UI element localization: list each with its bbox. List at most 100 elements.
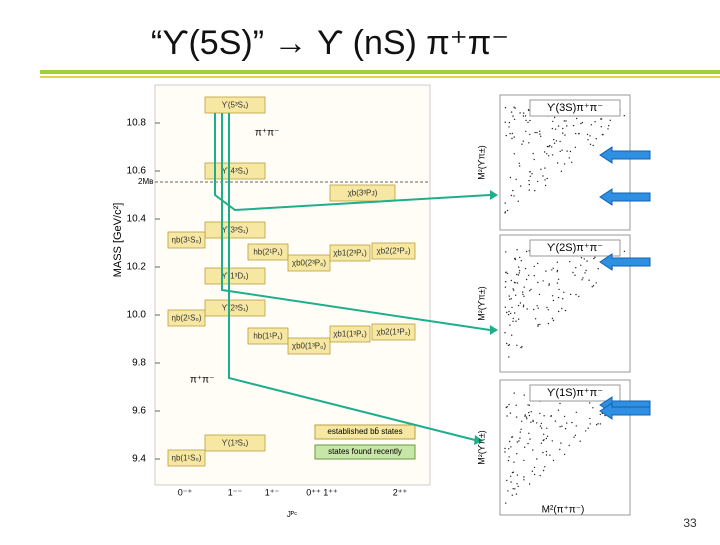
scatter-dot	[507, 459, 510, 462]
scatter-dot	[589, 423, 591, 425]
scatter-dot	[529, 290, 531, 292]
scatter-dot	[539, 130, 541, 132]
scatter-dot	[548, 284, 550, 286]
scatter-dot	[551, 269, 553, 271]
scatter-dot	[559, 426, 561, 428]
scatter-dot	[574, 146, 577, 148]
scatter-dot	[557, 125, 560, 127]
scatter-dot	[533, 308, 535, 311]
scatter-dot	[531, 173, 533, 175]
scatter-dot	[559, 150, 561, 153]
scatter-dot	[585, 269, 587, 272]
legend-text: established bb̄ states	[327, 427, 402, 436]
scatter-dot	[582, 277, 584, 279]
scatter-dot	[529, 438, 531, 440]
scatter-dot	[594, 256, 596, 258]
scatter-dot	[556, 282, 559, 284]
scatter-dot	[509, 440, 511, 443]
scatter-dot	[515, 294, 517, 296]
scatter-dot	[534, 131, 536, 134]
panel-label-box	[529, 99, 621, 117]
scatter-dot	[546, 177, 548, 180]
scatter-dot	[518, 162, 520, 164]
scatter-dot	[516, 344, 518, 346]
scatter-dot	[513, 195, 515, 197]
scatter-dot	[584, 272, 586, 274]
scatter-dot	[578, 132, 580, 135]
scatter-dot	[504, 107, 507, 109]
plot-frame	[499, 379, 631, 516]
scatter-dot	[589, 135, 591, 137]
scatter-dot	[516, 441, 518, 443]
scatter-dot	[558, 310, 560, 313]
scatter-dot	[539, 474, 541, 477]
scatter-dot	[522, 293, 524, 296]
x-tick-label: 2⁺⁺	[393, 487, 408, 497]
panel-label-box	[529, 384, 621, 402]
level-label: ηb(2¹S₀)	[172, 314, 202, 323]
scatter-dot	[526, 250, 528, 253]
scatter-dot	[580, 257, 583, 259]
scatter-dot	[509, 324, 511, 326]
level-label: hb(2¹P₁)	[253, 248, 283, 257]
scatter-dot	[546, 435, 549, 437]
scatter-dot	[517, 200, 519, 202]
level-box	[204, 96, 266, 114]
scatter-dot	[547, 309, 549, 311]
scatter-dot	[600, 126, 602, 128]
scatter-dot	[520, 185, 522, 187]
scatter-dot	[550, 415, 552, 417]
y-tick-label: 9.6	[132, 406, 146, 417]
slide-title: “ϒ(5S)” → ϒ (nS) π⁺π⁻	[151, 24, 509, 62]
scatter-dot	[522, 115, 525, 117]
scatter-dot	[559, 448, 561, 451]
scatter-dot	[533, 275, 535, 277]
scatter-dot	[591, 286, 593, 288]
scatter-dot	[564, 134, 566, 136]
x-tick-label: 0⁻⁺	[178, 487, 193, 497]
scatter-dot	[506, 406, 508, 408]
scatter-dot	[508, 456, 510, 458]
scatter-dot	[560, 442, 562, 444]
transition-label: π⁺π⁻	[255, 128, 279, 139]
scatter-dot	[528, 189, 530, 191]
scatter-dot	[549, 454, 551, 456]
scatter-dot	[520, 428, 522, 430]
scatter-dot	[532, 420, 534, 423]
scatter-dot	[515, 493, 518, 495]
title-rule	[40, 70, 720, 74]
scatter-dot	[529, 119, 531, 122]
scatter-dot	[504, 306, 506, 308]
blue-arrow	[599, 402, 651, 420]
scatter-dot	[579, 440, 581, 442]
scatter-dot	[546, 427, 548, 429]
scatter-dot	[513, 289, 515, 291]
scatter-dot	[597, 268, 599, 270]
scatter-dot	[519, 112, 521, 114]
scatter-dot	[595, 282, 597, 284]
scatter-dot	[578, 295, 580, 298]
scatter-dot	[504, 202, 506, 204]
scatter-dot	[519, 165, 521, 167]
scatter-dot	[539, 425, 542, 427]
scatter-dot	[510, 298, 512, 300]
scatter-dot	[528, 411, 530, 414]
scatter-dot	[536, 422, 538, 424]
scatter-dot	[529, 171, 531, 173]
scatter-dot	[504, 447, 506, 450]
scatter-dot	[508, 403, 510, 406]
scatter-dot	[608, 125, 610, 127]
scatter-dot	[523, 476, 525, 478]
scatter-dot	[523, 295, 525, 297]
scatter-dot	[575, 267, 577, 269]
scatter-dot	[542, 469, 545, 472]
level-label: ϒ(4³S₁)	[222, 167, 249, 176]
scatter-dot	[532, 419, 534, 422]
blue-arrow	[599, 253, 651, 271]
level-label: χb2(2³P₂)	[377, 247, 411, 256]
level-box	[247, 243, 289, 261]
scatter-dot	[552, 319, 555, 322]
scatter-dot	[516, 453, 518, 455]
scatter-dot	[511, 334, 513, 336]
scatter-dot	[530, 421, 532, 423]
